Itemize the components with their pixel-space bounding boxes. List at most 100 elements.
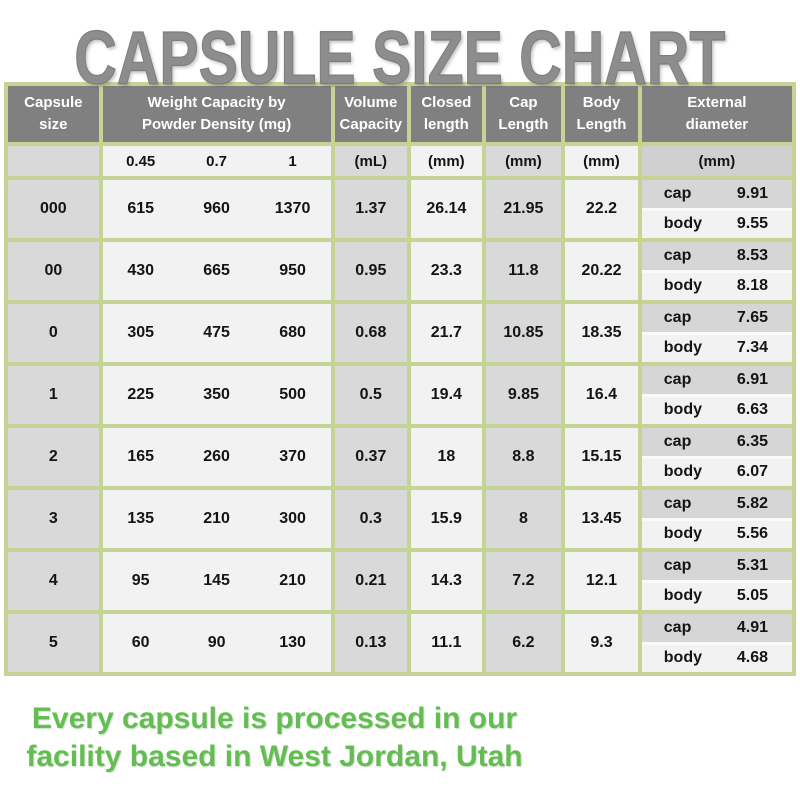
capsule-size-cell: 1 [8,366,99,424]
weight-at-07-value: 665 [203,262,230,279]
external-cap-subrow: cap 6.35 [641,428,792,456]
external-cap-subrow: cap 5.82 [641,490,792,518]
capsule-size-cell: 2 [8,428,99,486]
external-body-subrow: body 6.07 [641,458,792,486]
page-title: CAPSULE SIZE CHART [74,15,726,101]
external-body-label: body [663,649,702,667]
capsule-size-table: Capsule size Weight Capacity by Powder D… [4,82,796,676]
body-length-cell: 9.3 [565,614,638,672]
closed-length-cell: 23.3 [411,242,482,300]
volume-capacity-cell: 0.21 [334,552,408,610]
external-body-value: 4.68 [736,649,768,667]
body-length-cell: 15.15 [565,428,638,486]
weight-capacity-cell: 305 475 680 [102,304,331,362]
external-cap-subrow: cap 6.91 [641,366,792,394]
external-cap-subrow: cap 7.65 [641,304,792,332]
external-body-subrow: body 9.55 [641,210,792,238]
weight-at-1-value: 500 [279,386,306,403]
header-cap-line1: Cap [509,94,538,112]
cap-length-cell: 9.85 [485,366,562,424]
weight-capacity-cell: 60 90 130 [102,614,331,672]
header-body-line2: Length [576,116,627,133]
weight-at-1-value: 210 [279,572,306,589]
footer-note: Every capsule is processed in our facili… [2,700,547,775]
closed-length-cell: 26.14 [411,180,482,238]
volume-capacity-cell: 0.37 [334,428,408,486]
external-cap-label: cap [663,184,692,202]
weight-at-045-value: 430 [127,262,155,279]
cap-length-cell: 7.2 [485,552,562,610]
weight-at-045-value: 225 [127,386,155,403]
header-body-line1: Body [582,94,621,112]
external-body-value: 9.55 [736,215,768,233]
weight-at-1-value: 130 [279,634,306,651]
weight-at-07-value: 210 [203,510,230,527]
weight-capacity-cell: 615 960 1370 [102,180,331,238]
density-1-label: 1 [288,152,297,170]
external-body-subrow: body 6.63 [641,396,792,424]
external-cap-label: cap [663,618,692,636]
header-weight-line2: Powder Density (mg) [142,116,292,133]
table-row: 3 135 210 300 0.3 15.9 8 13.45 cap 5.82 … [8,490,792,548]
cap-length-cell: 8.8 [485,428,562,486]
closed-length-cell: 11.1 [411,614,482,672]
external-body-subrow: body 5.05 [641,582,792,610]
volume-capacity-cell: 1.37 [334,180,408,238]
body-length-cell: 12.1 [565,552,638,610]
external-cap-label: cap [663,432,692,450]
cap-length-cell: 8 [485,490,562,548]
table-row: 2 165 260 370 0.37 18 8.8 15.15 cap 6.35… [8,428,792,486]
external-cap-label: cap [663,370,692,388]
external-body-label: body [663,339,702,357]
table-row: 1 225 350 500 0.5 19.4 9.85 16.4 cap 6.9… [8,366,792,424]
external-body-value: 6.07 [736,463,768,481]
volume-capacity-cell: 0.95 [334,242,408,300]
external-body-subrow: body 4.68 [641,644,792,672]
external-body-subrow: body 5.56 [641,520,792,548]
external-cap-label: cap [663,308,692,326]
weight-capacity-cell: 135 210 300 [102,490,331,548]
external-cap-value: 6.91 [736,370,768,388]
weight-at-1-value: 1370 [274,200,311,217]
weight-at-1-value: 950 [279,262,306,279]
external-body-subrow: body 7.34 [641,334,792,362]
capsule-size-cell: 4 [8,552,99,610]
weight-at-07-value: 960 [203,200,230,217]
external-diameter-cell: cap 5.82 body 5.56 [641,490,792,548]
weight-at-07-value: 475 [203,324,230,341]
external-body-label: body [663,525,702,543]
table-row: 0 305 475 680 0.68 21.7 10.85 18.35 cap … [8,304,792,362]
external-body-value: 7.34 [736,339,768,357]
header-closed-line1: Closed [421,94,472,112]
external-cap-subrow: cap 4.91 [641,614,792,642]
external-body-subrow: body 8.18 [641,272,792,300]
volume-capacity-cell: 0.5 [334,366,408,424]
volume-capacity-cell: 0.3 [334,490,408,548]
external-diameter-cell: cap 9.91 body 9.55 [641,180,792,238]
external-cap-subrow: cap 5.31 [641,552,792,580]
header-cell-weight-capacity: Weight Capacity by Powder Density (mg) [102,86,331,142]
units-cell-body: (mm) [565,146,638,176]
external-body-label: body [663,463,702,481]
units-cell-empty [8,146,99,176]
header-cell-body-length: Body Length [565,86,638,142]
external-body-value: 8.18 [736,277,768,295]
closed-length-cell: 14.3 [411,552,482,610]
weight-capacity-cell: 430 665 950 [102,242,331,300]
weight-at-045-value: 95 [131,572,150,589]
body-length-cell: 13.45 [565,490,638,548]
weight-at-07-value: 145 [203,572,230,589]
weight-at-045-value: 60 [131,634,150,651]
body-length-cell: 20.22 [565,242,638,300]
external-cap-label: cap [663,494,692,512]
weight-at-045-value: 165 [127,448,155,465]
external-diameter-cell: cap 6.91 body 6.63 [641,366,792,424]
units-cell-cap: (mm) [485,146,562,176]
external-body-label: body [663,215,702,233]
closed-length-cell: 19.4 [411,366,482,424]
volume-capacity-cell: 0.13 [334,614,408,672]
header-cell-volume-capacity: Volume Capacity [334,86,408,142]
units-cell-volume: (mL) [334,146,408,176]
closed-length-cell: 15.9 [411,490,482,548]
external-diameter-cell: cap 8.53 body 8.18 [641,242,792,300]
